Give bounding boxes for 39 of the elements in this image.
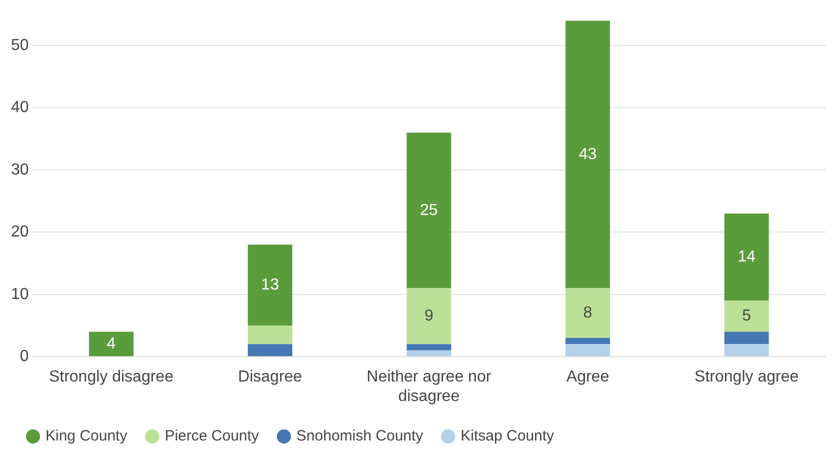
data-label: 25 [420, 202, 438, 219]
y-tick-label: 10 [11, 286, 29, 303]
bar [248, 325, 292, 344]
bar [248, 244, 292, 326]
x-tick-label: Strongly agree [694, 368, 799, 386]
data-label: 5 [742, 308, 752, 325]
legend-label: Pierce County [164, 428, 260, 445]
bar [566, 288, 610, 338]
bar [406, 132, 452, 288]
data-label: 9 [424, 308, 434, 325]
bar [248, 344, 292, 356]
legend-label: Kitsap County [460, 428, 555, 445]
y-tick-label: 30 [11, 161, 29, 178]
data-label: 8 [583, 304, 592, 322]
legend-label: Snohomish County [296, 428, 424, 445]
y-tick-label: 0 [20, 348, 29, 366]
bar [406, 288, 452, 344]
y-tick-label: 20 [11, 224, 29, 241]
legend-label: King County [46, 428, 128, 445]
bar [406, 350, 452, 356]
data-label: 4 [106, 335, 116, 352]
bar [406, 344, 452, 350]
bar [566, 338, 610, 344]
bar [566, 344, 610, 356]
data-label: 43 [578, 146, 597, 163]
x-tick-label: Neither agree nor disagree [366, 368, 492, 405]
bar [724, 332, 769, 344]
x-tick-label: Disagree [238, 368, 302, 386]
bar [88, 332, 134, 356]
y-tick-label: 50 [11, 36, 29, 54]
data-label: 13 [261, 276, 280, 294]
x-tick-label: Strongly disagree [48, 368, 174, 386]
bar [724, 300, 769, 332]
x-tick-label: Agree [566, 368, 610, 386]
bar [566, 20, 610, 288]
data-label: 14 [738, 248, 756, 266]
bar [724, 213, 769, 301]
bar [724, 344, 769, 356]
y-tick-label: 40 [11, 99, 29, 116]
